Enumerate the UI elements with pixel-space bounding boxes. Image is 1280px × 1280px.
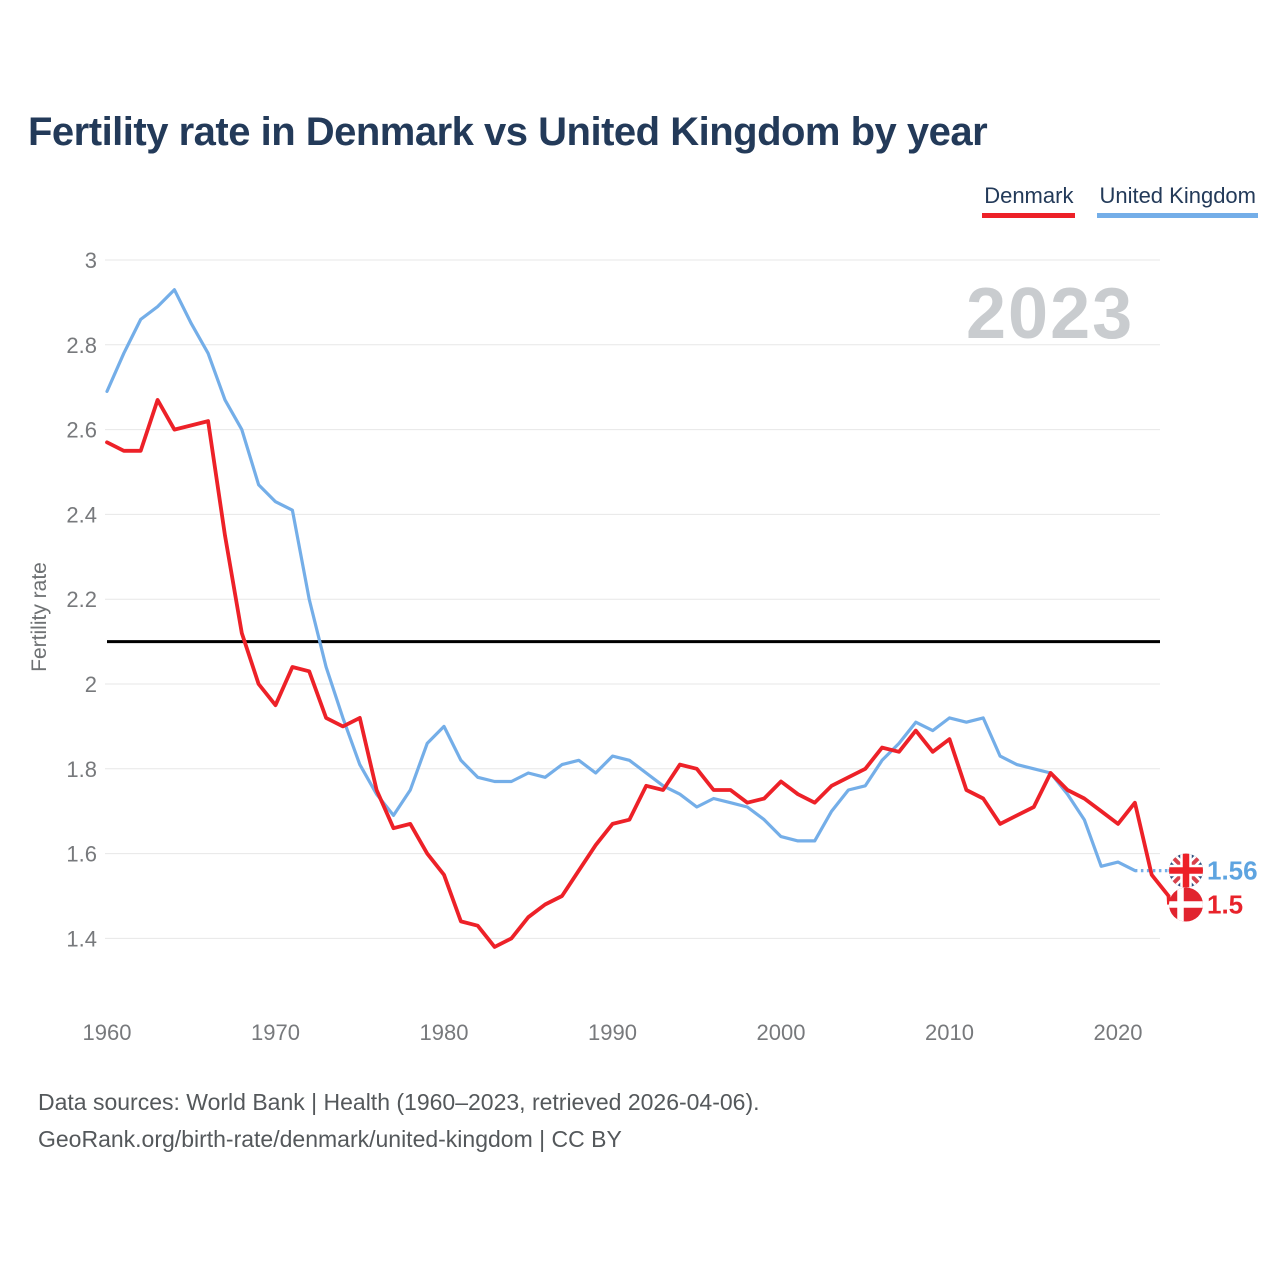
denmark-flag-icon [1169, 887, 1203, 922]
end-labels: 1.56 1.5 [1169, 853, 1258, 922]
source-attribution: Data sources: World Bank | Health (1960–… [38, 1084, 760, 1158]
denmark-line[interactable] [105, 397, 1171, 949]
series-lines [105, 288, 1171, 949]
y-axis-title: Fertility rate [28, 562, 51, 672]
y-tick-label: 2.6 [66, 418, 97, 443]
y-tick-label: 1.4 [66, 926, 97, 951]
source-line-1: Data sources: World Bank | Health (1960–… [38, 1089, 760, 1115]
legend-label-denmark: Denmark [984, 183, 1074, 208]
y-tick-label: 2 [85, 672, 97, 697]
legend-item-united-kingdom[interactable]: United Kingdom [1097, 183, 1258, 218]
y-tick-label: 2.2 [66, 587, 97, 612]
x-tick-label: 2000 [757, 1020, 806, 1045]
x-tick-label: 2020 [1094, 1020, 1143, 1045]
x-tick-label: 2010 [925, 1020, 974, 1045]
uk-flag-icon [1169, 853, 1203, 888]
y-tick-label: 1.8 [66, 757, 97, 782]
gridlines [105, 259, 1160, 939]
y-tick-label: 3 [85, 248, 97, 273]
source-line-2: GeoRank.org/birth-rate/denmark/united-ki… [38, 1126, 622, 1152]
y-tick-label: 2.4 [66, 502, 97, 527]
legend-item-denmark[interactable]: Denmark [982, 183, 1076, 218]
legend-label-united-kingdom: United Kingdom [1099, 183, 1256, 208]
united-kingdom-line[interactable] [105, 288, 1137, 873]
legend: Denmark United Kingdom [982, 183, 1258, 218]
y-tick-label: 2.8 [66, 333, 97, 358]
year-watermark: 2023 [966, 274, 1135, 354]
denmark-end-value: 1.5 [1207, 890, 1243, 920]
uk-end-value: 1.56 [1207, 856, 1258, 886]
x-tick-label: 1990 [588, 1020, 637, 1045]
x-tick-label: 1960 [83, 1020, 132, 1045]
axis-labels: 3 2.8 2.6 2.4 2.2 2 1.8 1.6 1.4 1960 1970 1980 1990 2… [66, 248, 1142, 1045]
x-tick-label: 1970 [251, 1020, 300, 1045]
y-tick-label: 1.6 [66, 842, 97, 867]
page-title: Fertility rate in Denmark vs United King… [28, 110, 988, 154]
x-tick-label: 1980 [420, 1020, 469, 1045]
